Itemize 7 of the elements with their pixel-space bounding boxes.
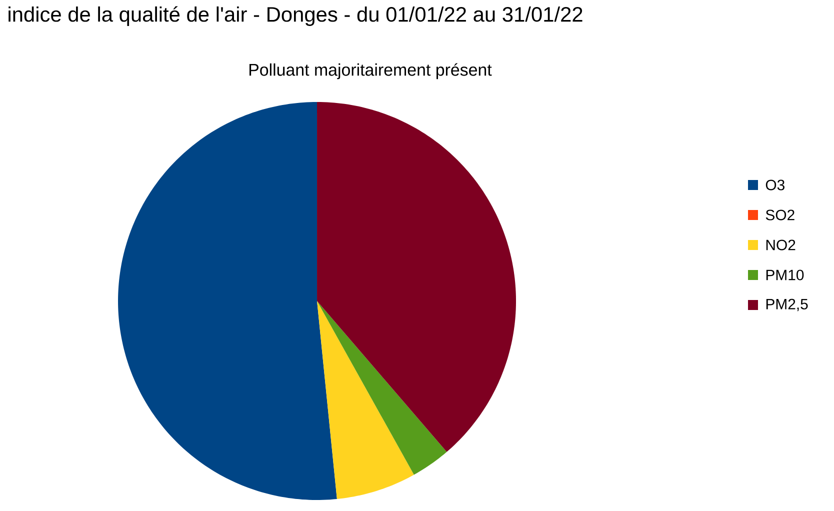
legend-label: O3 — [766, 180, 784, 190]
chart-subtitle: Polluant majoritairement présent — [249, 63, 492, 80]
legend-label: NO2 — [766, 240, 796, 250]
legend-label: PM2,5 — [766, 298, 808, 312]
chart-title: indice de la qualité de l'air - Donges - du 01/01/22 au 31/01/22 — [8, 6, 582, 26]
legend-label: SO2 — [766, 210, 794, 220]
legend-label: PM10 — [766, 270, 804, 280]
